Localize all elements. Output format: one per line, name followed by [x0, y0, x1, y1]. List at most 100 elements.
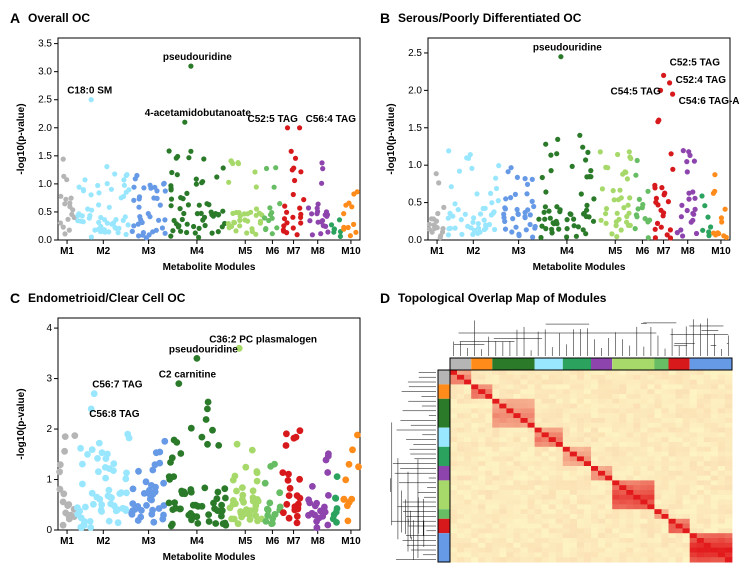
- data-point: [89, 208, 94, 213]
- annotation-label: C18:0 SM: [67, 86, 112, 97]
- data-point: [136, 233, 141, 238]
- data-point: [169, 187, 174, 192]
- data-point: [175, 154, 180, 159]
- data-point: [685, 208, 690, 213]
- data-point: [470, 232, 475, 237]
- data-point: [334, 505, 341, 512]
- data-point: [723, 207, 728, 212]
- data-point: [75, 213, 80, 218]
- data-point: [305, 512, 312, 519]
- data-point: [69, 196, 74, 201]
- data-point: [611, 188, 616, 193]
- data-point: [194, 177, 199, 182]
- data-point: [61, 157, 66, 162]
- data-point: [345, 518, 352, 525]
- data-point: [565, 217, 570, 222]
- data-point: [158, 203, 163, 208]
- data-point: [239, 484, 246, 491]
- data-point: [652, 183, 657, 188]
- data-point: [235, 160, 240, 165]
- panel-A-chart: 0.00.51.01.52.02.53.03.5M1M2M3M4M5M6M7M8…: [10, 10, 370, 280]
- data-point: [135, 468, 142, 475]
- data-point: [87, 213, 92, 218]
- data-point: [320, 166, 325, 171]
- data-point: [212, 520, 219, 527]
- data-point: [194, 520, 201, 527]
- data-point: [124, 190, 129, 195]
- data-point: [440, 226, 445, 231]
- data-point: [469, 166, 474, 171]
- data-point: [298, 212, 303, 217]
- data-point: [646, 235, 651, 240]
- data-point: [708, 224, 713, 229]
- data-point: [459, 217, 464, 222]
- data-point: [195, 211, 200, 216]
- data-point: [548, 153, 553, 158]
- data-point: [623, 170, 628, 175]
- data-point: [295, 232, 300, 237]
- data-point: [242, 211, 247, 216]
- data-point: [89, 235, 94, 240]
- data-point: [209, 210, 214, 215]
- data-point: [252, 169, 257, 174]
- annotation-label: C54:5 TAG: [611, 86, 662, 97]
- data-point: [604, 221, 609, 226]
- data-point: [205, 511, 212, 518]
- data-point: [202, 215, 207, 220]
- data-point: [482, 227, 487, 232]
- data-point: [79, 461, 86, 468]
- data-point: [319, 513, 326, 520]
- data-point: [679, 203, 684, 208]
- data-point: [234, 210, 239, 215]
- data-point: [98, 501, 105, 508]
- data-point: [525, 207, 530, 212]
- data-point: [148, 497, 155, 504]
- data-point: [452, 201, 457, 206]
- data-point: [199, 434, 206, 441]
- data-point: [556, 227, 561, 232]
- data-point: [95, 468, 102, 475]
- data-point: [531, 204, 536, 209]
- data-point: [187, 486, 194, 493]
- data-point: [564, 234, 569, 239]
- data-point: [109, 222, 114, 227]
- data-point: [494, 186, 499, 191]
- data-point: [131, 185, 136, 190]
- data-point: [205, 399, 212, 406]
- data-point: [130, 229, 135, 234]
- data-point: [453, 226, 458, 231]
- data-point: [148, 511, 155, 518]
- data-point: [206, 518, 213, 525]
- data-point: [435, 225, 440, 230]
- data-point: [177, 450, 184, 457]
- data-point: [188, 149, 193, 154]
- svg-text:Metabolite Modules: Metabolite Modules: [163, 552, 256, 563]
- data-point: [263, 518, 270, 525]
- data-point: [95, 183, 100, 188]
- svg-text:0: 0: [46, 525, 52, 536]
- data-point: [325, 229, 330, 234]
- data-point: [230, 501, 237, 508]
- data-point: [446, 232, 451, 237]
- data-point: [668, 227, 673, 232]
- data-point: [107, 501, 114, 508]
- data-point: [599, 218, 604, 223]
- data-point: [692, 159, 697, 164]
- data-point: [226, 180, 231, 185]
- data-point: [291, 192, 296, 197]
- data-point: [254, 206, 259, 211]
- data-point: [342, 476, 349, 483]
- data-point: [291, 166, 296, 171]
- svg-text:M1: M1: [60, 536, 74, 547]
- data-point: [178, 195, 183, 200]
- data-point: [314, 524, 321, 531]
- data-point: [558, 207, 563, 212]
- data-point: [123, 490, 130, 497]
- svg-text:Metabolite Modules: Metabolite Modules: [533, 262, 626, 273]
- data-point: [102, 230, 107, 235]
- data-point: [106, 518, 113, 525]
- data-point: [692, 196, 697, 201]
- data-point: [89, 490, 96, 497]
- data-point: [655, 221, 660, 226]
- data-point: [122, 183, 127, 188]
